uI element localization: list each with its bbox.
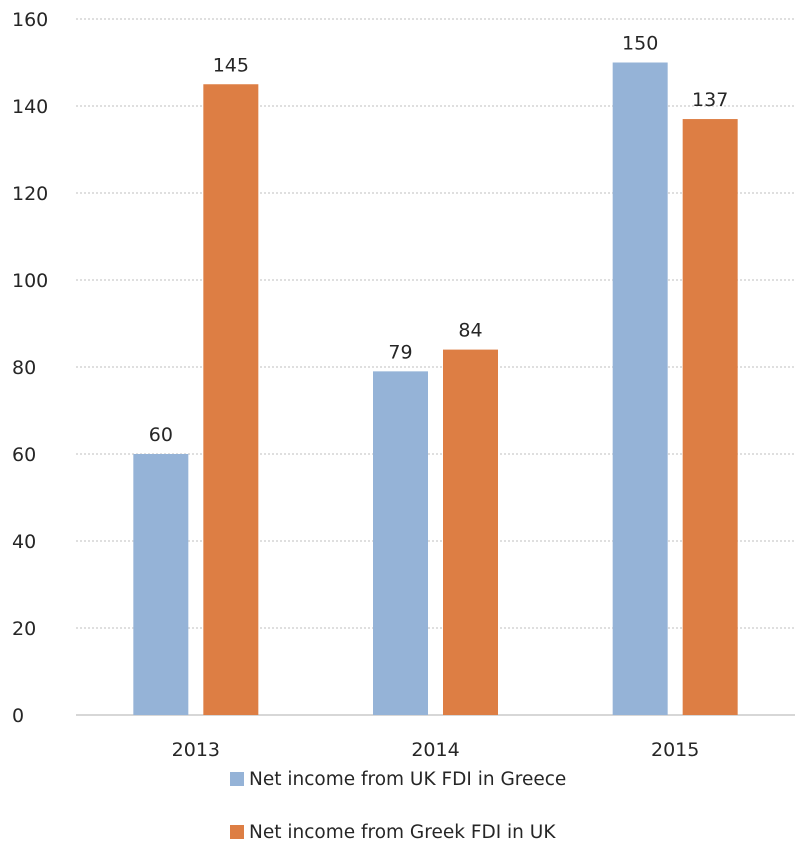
y-tick-label-0: 0 xyxy=(12,705,24,727)
y-tick-label-80: 80 xyxy=(12,357,36,379)
legend-swatch-series-1 xyxy=(230,772,244,786)
bar-1-2015 xyxy=(612,62,668,715)
y-tick-label-120: 120 xyxy=(12,183,48,205)
x-tick-label-2015: 2015 xyxy=(651,739,699,761)
legend: Net income from UK FDI in Greece Net inc… xyxy=(230,760,566,866)
bar-2-2015 xyxy=(682,119,738,716)
bar-1-2014 xyxy=(373,371,428,715)
legend-label-series-1: Net income from UK FDI in Greece xyxy=(249,768,567,790)
data-label-2-2014: 84 xyxy=(458,320,482,342)
data-label-2-2015: 137 xyxy=(692,89,728,111)
bar-1-2013 xyxy=(133,454,189,715)
axes: 0 20 40 60 80 100 120 140 160 2013 2014 2015 xyxy=(12,9,795,761)
data-label-1-2015: 150 xyxy=(622,33,658,55)
legend-label-series-2: Net income from Greek FDI in UK xyxy=(249,821,556,843)
data-label-1-2013: 60 xyxy=(149,424,173,446)
x-tick-label-2014: 2014 xyxy=(411,739,459,761)
y-tick-label-160: 160 xyxy=(12,9,48,31)
y-tick-label-40: 40 xyxy=(12,531,36,553)
y-tick-label-20: 20 xyxy=(12,618,36,640)
y-tick-label-100: 100 xyxy=(12,270,48,292)
data-label-1-2014: 79 xyxy=(388,341,412,363)
y-tick-label-60: 60 xyxy=(12,444,36,466)
legend-item-series-1: Net income from UK FDI in Greece xyxy=(230,760,566,798)
x-tick-label-2013: 2013 xyxy=(172,739,220,761)
data-label-2-2013: 145 xyxy=(213,54,249,76)
bars xyxy=(133,62,738,716)
legend-swatch-series-2 xyxy=(230,825,244,839)
y-tick-label-140: 140 xyxy=(12,96,48,118)
data-labels: 60 145 79 84 150 137 xyxy=(149,33,729,447)
bar-2-2013 xyxy=(203,84,259,715)
bar-2-2014 xyxy=(443,349,498,715)
legend-item-series-2: Net income from Greek FDI in UK xyxy=(230,813,566,851)
